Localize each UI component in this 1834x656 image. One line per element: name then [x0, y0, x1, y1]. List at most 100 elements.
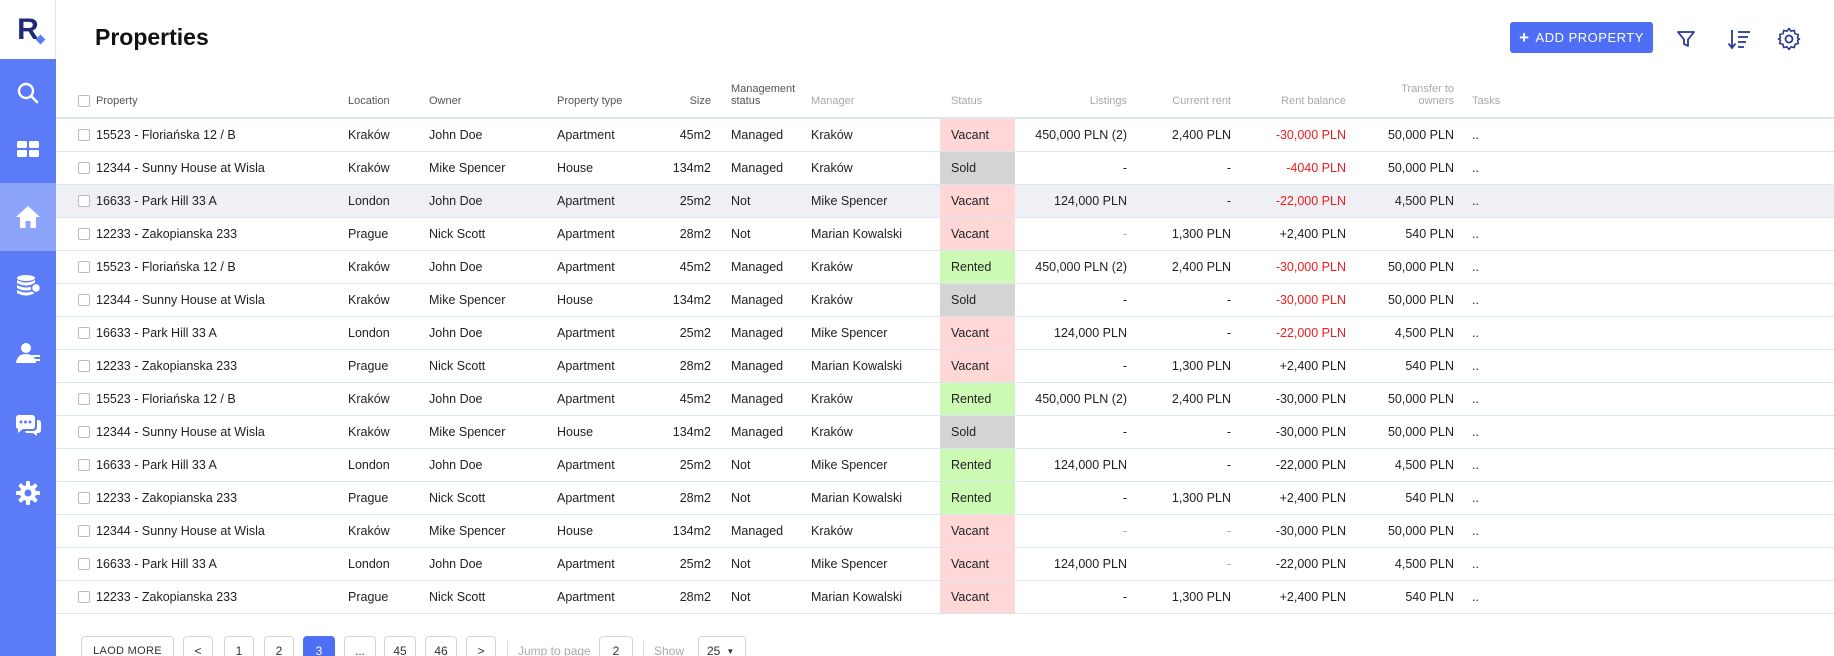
add-property-button[interactable]: + ADD PROPERTY	[1510, 22, 1653, 53]
row-checkbox[interactable]	[78, 525, 90, 538]
col-manager[interactable]: Manager	[811, 72, 940, 119]
col-size[interactable]: Size	[662, 72, 711, 119]
row-checkbox[interactable]	[78, 327, 90, 340]
app-logo[interactable]: R	[0, 0, 56, 59]
jump-to-page-input[interactable]: 2	[599, 636, 633, 656]
table-header-row: Property Location Owner Property type Si…	[56, 72, 1834, 119]
table-row[interactable]: 12233 - Zakopianska 233 Prague Nick Scott A…	[56, 349, 1834, 383]
col-transfer-to-owners[interactable]: Transfer to owners	[1346, 72, 1454, 119]
nav-users[interactable]	[0, 320, 56, 386]
cell-property-type: Apartment	[557, 316, 662, 350]
table-row[interactable]: 16633 - Park Hill 33 A London John Doe Apar…	[56, 547, 1834, 581]
row-checkbox[interactable]	[78, 492, 90, 505]
property-name[interactable]: 12344 - Sunny House at Wisla	[96, 523, 265, 538]
cell-tasks[interactable]: ..	[1454, 283, 1834, 317]
table-row[interactable]: 12344 - Sunny House at Wisla Kraków Mike S…	[56, 151, 1834, 185]
col-management-status[interactable]: Management status	[711, 72, 811, 119]
row-checkbox[interactable]	[78, 195, 90, 208]
page-button[interactable]: 45	[384, 636, 416, 656]
cell-management-status: Managed	[711, 118, 811, 152]
cell-tasks[interactable]: ..	[1454, 382, 1834, 416]
table-row[interactable]: 15523 - Floriańska 12 / B Kraków John Doe A…	[56, 382, 1834, 416]
cell-tasks[interactable]: ..	[1454, 118, 1834, 152]
property-name[interactable]: 12233 - Zakopianska 233	[96, 589, 238, 604]
cell-tasks[interactable]: ..	[1454, 580, 1834, 614]
cell-tasks[interactable]: ..	[1454, 151, 1834, 185]
table-row[interactable]: 12344 - Sunny House at Wisla Kraków Mike S…	[56, 283, 1834, 317]
page-button[interactable]: 46	[425, 636, 457, 656]
row-checkbox[interactable]	[78, 426, 90, 439]
table-row[interactable]: 16633 - Park Hill 33 A London John Doe Apar…	[56, 316, 1834, 350]
col-current-rent[interactable]: Current rent	[1127, 72, 1231, 119]
property-name[interactable]: 16633 - Park Hill 33 A	[96, 325, 217, 340]
property-name[interactable]: 12344 - Sunny House at Wisla	[96, 292, 265, 307]
select-all-checkbox[interactable]	[78, 95, 90, 107]
table-row[interactable]: 12233 - Zakopianska 233 Prague Nick Scott A…	[56, 217, 1834, 251]
nav-finance[interactable]	[0, 252, 56, 318]
cell-tasks[interactable]: ..	[1454, 217, 1834, 251]
page-button[interactable]: 1	[224, 636, 254, 656]
col-rent-balance[interactable]: Rent balance	[1231, 72, 1346, 119]
next-page-button[interactable]: >	[466, 636, 496, 656]
nav-search[interactable]	[0, 60, 56, 126]
property-name[interactable]: 16633 - Park Hill 33 A	[96, 457, 217, 472]
table-row[interactable]: 16633 - Park Hill 33 A London John Doe Apar…	[56, 448, 1834, 482]
row-checkbox[interactable]	[78, 558, 90, 571]
cell-tasks[interactable]: ..	[1454, 448, 1834, 482]
nav-dashboard[interactable]	[0, 116, 56, 182]
cell-tasks[interactable]: ..	[1454, 481, 1834, 515]
col-location[interactable]: Location	[348, 72, 429, 119]
row-checkbox[interactable]	[78, 129, 90, 142]
table-row[interactable]: 15523 - Floriańska 12 / B Kraków John Doe A…	[56, 250, 1834, 284]
page-size-select[interactable]: 25 ▼	[698, 636, 746, 656]
page-button-current[interactable]: 3	[303, 636, 335, 656]
row-checkbox[interactable]	[78, 228, 90, 241]
property-name[interactable]: 16633 - Park Hill 33 A	[96, 556, 217, 571]
col-property-type[interactable]: Property type	[557, 72, 662, 119]
property-name[interactable]: 15523 - Floriańska 12 / B	[96, 391, 236, 406]
cell-tasks[interactable]: ..	[1454, 514, 1834, 548]
row-checkbox[interactable]	[78, 360, 90, 373]
table-row[interactable]: 16633 - Park Hill 33 A London John Doe Apar…	[56, 184, 1834, 218]
row-checkbox[interactable]	[78, 459, 90, 472]
row-checkbox[interactable]	[78, 591, 90, 604]
property-name[interactable]: 16633 - Park Hill 33 A	[96, 193, 217, 208]
row-checkbox[interactable]	[78, 261, 90, 274]
property-name[interactable]: 12344 - Sunny House at Wisla	[96, 160, 265, 175]
col-property[interactable]: Property	[56, 72, 348, 119]
nav-properties[interactable]	[0, 183, 56, 251]
row-checkbox[interactable]	[78, 162, 90, 175]
property-name[interactable]: 15523 - Floriańska 12 / B	[96, 259, 236, 274]
cell-tasks[interactable]: ..	[1454, 316, 1834, 350]
row-checkbox[interactable]	[78, 393, 90, 406]
cell-tasks[interactable]: ..	[1454, 547, 1834, 581]
sort-button[interactable]	[1726, 26, 1752, 52]
cell-tasks[interactable]: ..	[1454, 184, 1834, 218]
row-checkbox[interactable]	[78, 294, 90, 307]
col-owner[interactable]: Owner	[429, 72, 557, 119]
cell-listings: -	[1015, 217, 1127, 251]
col-status[interactable]: Status	[940, 72, 1015, 119]
nav-messages[interactable]	[0, 392, 56, 458]
property-name[interactable]: 12233 - Zakopianska 233	[96, 358, 238, 373]
page-button[interactable]: 2	[264, 636, 294, 656]
col-tasks[interactable]: Tasks	[1454, 72, 1834, 119]
table-row[interactable]: 15523 - Floriańska 12 / B Kraków John Doe A…	[56, 118, 1834, 152]
property-name[interactable]: 12233 - Zakopianska 233	[96, 490, 238, 505]
cell-tasks[interactable]: ..	[1454, 415, 1834, 449]
table-row[interactable]: 12233 - Zakopianska 233 Prague Nick Scott A…	[56, 580, 1834, 614]
settings-button[interactable]	[1776, 26, 1802, 52]
prev-page-button[interactable]: <	[183, 636, 213, 656]
nav-settings[interactable]	[0, 460, 56, 526]
col-listings[interactable]: Listings	[1015, 72, 1127, 119]
table-row[interactable]: 12344 - Sunny House at Wisla Kraków Mike S…	[56, 514, 1834, 548]
filter-button[interactable]	[1673, 26, 1699, 52]
cell-tasks[interactable]: ..	[1454, 349, 1834, 383]
table-row[interactable]: 12344 - Sunny House at Wisla Kraków Mike S…	[56, 415, 1834, 449]
property-name[interactable]: 12344 - Sunny House at Wisla	[96, 424, 265, 439]
property-name[interactable]: 15523 - Floriańska 12 / B	[96, 127, 236, 142]
property-name[interactable]: 12233 - Zakopianska 233	[96, 226, 238, 241]
table-row[interactable]: 12233 - Zakopianska 233 Prague Nick Scott A…	[56, 481, 1834, 515]
load-more-button[interactable]: LAOD MORE	[81, 636, 174, 656]
cell-tasks[interactable]: ..	[1454, 250, 1834, 284]
